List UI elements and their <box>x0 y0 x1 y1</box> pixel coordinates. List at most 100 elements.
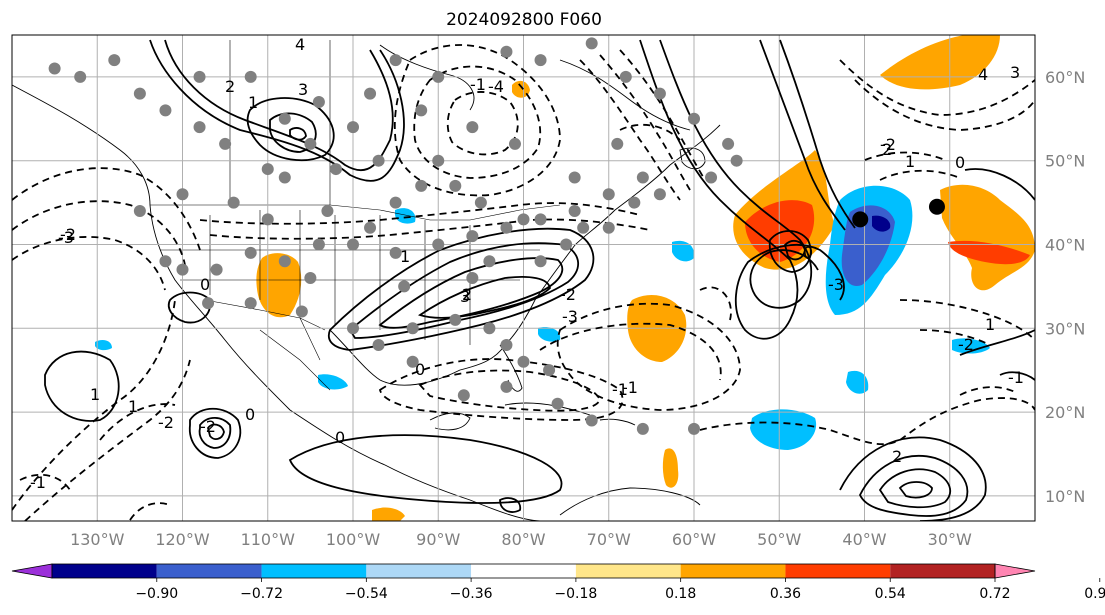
latitude-label: 10°N <box>1045 487 1085 506</box>
colorbar-tick-label: 0.18 <box>665 586 696 602</box>
station-marker <box>636 171 649 184</box>
contour-negative <box>12 200 186 266</box>
contour-positive <box>783 239 806 261</box>
negative-anomaly-darkest <box>872 215 891 232</box>
contour-label: -3 <box>562 307 578 326</box>
contour-label: 0 <box>955 153 965 172</box>
longitude-label: 130°W <box>70 530 125 549</box>
station-marker <box>517 213 530 226</box>
contour-label: 1 <box>90 385 100 404</box>
small-positive-anomaly-3 <box>662 448 679 488</box>
contour-positive <box>417 275 551 319</box>
mexico-states <box>259 317 331 391</box>
political-borders <box>150 40 561 391</box>
contour-negative <box>393 44 561 197</box>
contour-label: -2 <box>200 417 216 436</box>
colorbar-tick-label: −0.54 <box>345 586 388 602</box>
contour-negative <box>556 302 741 411</box>
contour-negative <box>864 151 946 161</box>
contour-label: 2 <box>225 77 235 96</box>
contour-positive <box>964 168 1035 201</box>
longitude-label: 60°W <box>672 530 716 549</box>
contour-negative <box>599 54 691 191</box>
contour-label: -1 <box>612 380 628 399</box>
station-marker <box>406 355 419 368</box>
contour-positive <box>207 423 225 440</box>
station-marker <box>500 339 513 352</box>
pacific-coast <box>12 84 541 521</box>
station-marker <box>534 54 547 67</box>
contour-negative <box>879 169 961 181</box>
small-negative-anomaly-3 <box>952 338 990 354</box>
station-marker <box>653 188 666 201</box>
colorbar-tick-label: −0.90 <box>135 586 178 602</box>
contour-label: 1 <box>985 315 995 334</box>
station-marker <box>483 255 496 268</box>
contour-label: -1 <box>30 473 46 492</box>
station-marker <box>543 364 556 377</box>
latitude-label: 60°N <box>1045 68 1085 87</box>
station-marker <box>449 313 462 326</box>
station-marker <box>619 70 632 83</box>
station-marker <box>210 263 223 276</box>
colorbar-segment <box>261 564 367 578</box>
station-marker <box>722 137 735 150</box>
contour-positive <box>659 39 819 309</box>
colorbar-extend-low <box>11 563 53 579</box>
station-marker <box>534 213 547 226</box>
station-marker <box>602 221 615 234</box>
contour-label: 0 <box>245 405 255 424</box>
contour-negative <box>839 59 1035 116</box>
contour-label: 0 <box>803 243 813 262</box>
contour-label: 2 <box>462 285 472 304</box>
station-marker <box>500 380 513 393</box>
longitude-label: 80°W <box>501 530 545 549</box>
newfoundland <box>679 147 706 170</box>
station-marker <box>261 213 274 226</box>
contour-positive <box>859 454 969 517</box>
contour-label: 1 <box>128 397 138 416</box>
contour-negative <box>899 299 1035 341</box>
contour-positive <box>839 436 987 521</box>
station-marker <box>466 272 479 284</box>
contour-negative <box>19 473 71 491</box>
contour-label: 2 <box>882 140 892 159</box>
colorbar-tick-label: −0.72 <box>240 586 283 602</box>
contour-positive <box>878 468 952 509</box>
station-marker <box>329 163 342 176</box>
contour-negative <box>129 502 171 521</box>
station-marker <box>466 230 479 243</box>
colorbar-segment <box>52 564 157 578</box>
station-marker <box>304 272 317 284</box>
colorbar-segment <box>366 564 472 578</box>
colorbar-tick-label: 0.54 <box>875 586 906 602</box>
contour-negative <box>209 218 651 240</box>
contour-negative <box>854 79 1035 131</box>
station-marker <box>568 204 581 217</box>
contour-positive <box>959 329 1035 356</box>
station-marker <box>585 37 598 50</box>
station-marker <box>321 204 334 217</box>
station-marker <box>74 70 87 83</box>
contour-negative <box>99 403 176 441</box>
contour-label: 1 <box>905 152 915 171</box>
station-marker <box>347 322 359 335</box>
contour-label: -2 <box>60 225 76 244</box>
colorbar-tick-label: −0.18 <box>554 586 597 602</box>
small-negative-anomaly-5 <box>395 208 416 224</box>
colorbar: −0.90 −0.72 −0.54 −0.36 −0.18 0.18 0.36 0.54 0.7… <box>11 563 1105 602</box>
station-marker <box>244 246 257 259</box>
station-marker <box>193 121 206 134</box>
latitude-label: 40°N <box>1045 235 1085 254</box>
contour-label: -4 <box>488 77 504 96</box>
contour-negative <box>378 358 624 421</box>
contour-label: 3 <box>298 80 308 99</box>
small-positive-anomaly-2 <box>372 507 405 521</box>
station-marker <box>364 221 377 234</box>
contour-positive <box>768 230 812 273</box>
contour-positive <box>289 127 307 141</box>
station-marker <box>133 87 146 100</box>
longitude-label: 120°W <box>155 530 210 549</box>
station-marker <box>415 104 428 117</box>
